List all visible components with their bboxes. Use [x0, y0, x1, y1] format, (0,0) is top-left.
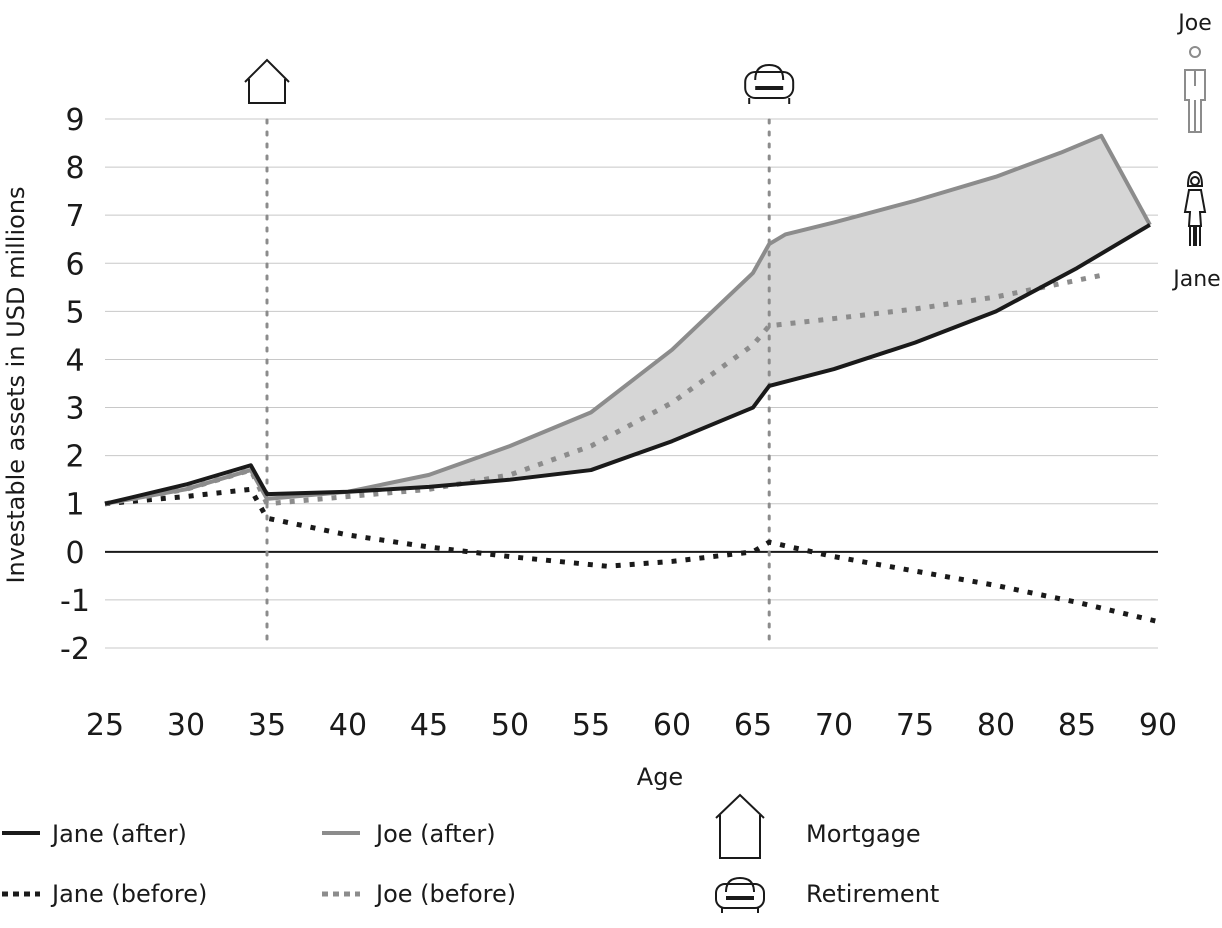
house-icon: [715, 793, 765, 859]
woman-icon: [1183, 170, 1207, 246]
y-tick-label: 0: [65, 536, 84, 571]
house-icon: [244, 58, 290, 104]
x-tick-label: 85: [1058, 708, 1096, 743]
y-tick-label: 6: [65, 247, 84, 282]
series-line-joe-before: [104, 272, 1102, 507]
legend-label: Joe (before): [374, 880, 516, 908]
armchair-icon: [744, 63, 795, 104]
y-tick-label: 3: [65, 392, 84, 427]
legend-item-jane-after: Jane (after): [2, 820, 187, 848]
y-tick-label: 8: [65, 151, 84, 186]
legend-item-mortgage: Mortgage: [715, 793, 921, 859]
series-line-joe-after: [104, 133, 1152, 506]
shaded-gap-area: [105, 135, 1150, 504]
legend-label: Mortgage: [806, 820, 921, 848]
chair-body: [744, 71, 795, 99]
x-tick-label: 50: [491, 708, 529, 743]
x-tick-label: 35: [248, 708, 286, 743]
legend-label: Retirement: [806, 880, 939, 908]
x-tick-label: 70: [815, 708, 853, 743]
man-icon: [1184, 46, 1206, 133]
armchair-icon: [715, 876, 765, 913]
y-tick-label: -1: [60, 584, 90, 619]
x-tick-label: 40: [329, 708, 367, 743]
legend-label: Joe (after): [374, 820, 496, 848]
series-line-jane-after: [104, 223, 1151, 506]
x-tick-label: 30: [167, 708, 205, 743]
y-tick-label: -2: [60, 632, 90, 667]
joe-label: Joe: [1176, 11, 1211, 36]
y-tick-label: 7: [65, 199, 84, 234]
y-tick-label: 9: [65, 103, 84, 138]
roof: [244, 58, 290, 83]
y-tick-label: 5: [65, 295, 84, 330]
series-lines: [104, 133, 1159, 624]
x-tick-label: 65: [734, 708, 772, 743]
y-tick-label: 1: [65, 488, 84, 523]
legend: Jane (after) Jane (before) Joe (after) J…: [2, 793, 939, 913]
legend-item-joe-after: Joe (after): [322, 820, 496, 848]
x-tick-label: 55: [572, 708, 610, 743]
x-axis-title: Age: [637, 763, 683, 791]
x-tick-label: 80: [977, 708, 1015, 743]
x-tick-label: 25: [86, 708, 124, 743]
jane-label: Jane: [1171, 267, 1220, 292]
legend-item-joe-before: Joe (before): [322, 880, 516, 908]
x-tick-label: 60: [653, 708, 691, 743]
x-tick-label: 90: [1139, 708, 1177, 743]
legend-item-retirement: Retirement: [715, 876, 939, 913]
y-tick-label: 2: [65, 440, 84, 475]
series-line-jane-before: [104, 486, 1159, 624]
shaded-area: [105, 135, 1150, 504]
y-tick-label: 4: [65, 343, 84, 378]
y-axis-title: Investable assets in USD millions: [2, 186, 30, 583]
legend-item-jane-before: Jane (before): [2, 880, 207, 908]
legend-label: Jane (before): [50, 880, 207, 908]
legend-label: Jane (after): [50, 820, 187, 848]
x-tick-label: 45: [410, 708, 448, 743]
grid-lines: [105, 118, 1158, 649]
walls: [248, 79, 286, 104]
x-tick-label: 75: [896, 708, 934, 743]
